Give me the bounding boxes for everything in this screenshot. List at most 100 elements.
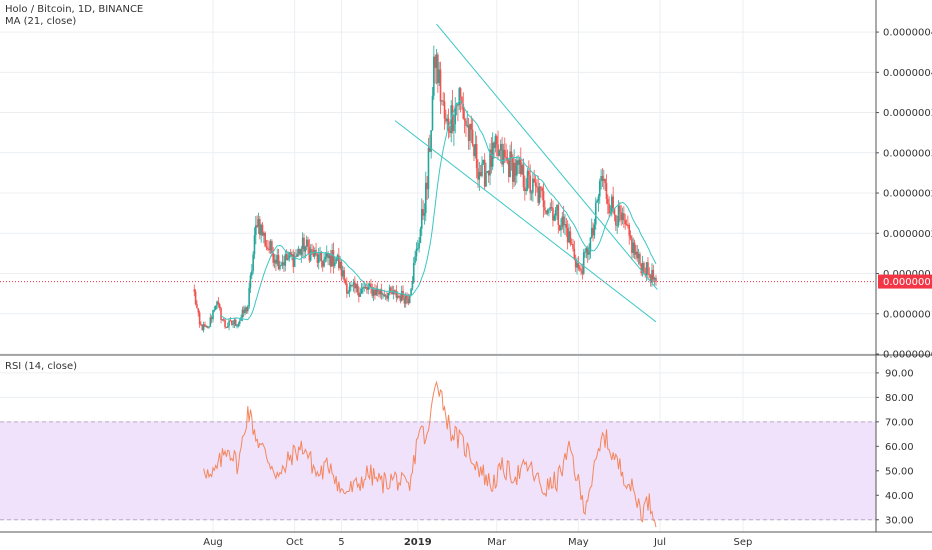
candle-body xyxy=(210,317,213,320)
candle-body xyxy=(526,170,529,190)
candle-body xyxy=(625,224,628,226)
candle-body xyxy=(343,270,345,281)
candle-body xyxy=(404,295,407,304)
candle-body xyxy=(645,262,648,276)
rsi-tick-label: 50.00 xyxy=(885,466,914,477)
candle-body xyxy=(628,224,631,236)
candle-body xyxy=(335,258,337,263)
candle-body xyxy=(197,308,200,313)
candle-body xyxy=(403,298,406,304)
rsi-tick-label: 30.00 xyxy=(885,515,914,526)
candle-body xyxy=(562,216,565,226)
candle-body xyxy=(395,290,398,298)
candle-body xyxy=(323,259,325,267)
candle-body xyxy=(442,100,444,102)
candle-body xyxy=(446,118,449,122)
candle-body xyxy=(438,69,440,84)
candle-body xyxy=(611,196,613,213)
candle-body xyxy=(454,106,457,125)
price-tick-label: 0.00000045 xyxy=(883,28,932,39)
candle-body xyxy=(301,237,304,250)
ma-line xyxy=(220,100,657,321)
candle-body xyxy=(229,320,232,322)
candle-body xyxy=(458,88,461,106)
candle-body xyxy=(586,247,589,255)
candle-body xyxy=(368,283,371,288)
candle-body xyxy=(537,187,540,203)
candle-body xyxy=(463,118,466,121)
candle-body xyxy=(556,205,558,210)
candle-body xyxy=(474,144,477,157)
candle-body xyxy=(499,143,502,151)
candle-body xyxy=(246,306,249,312)
candle-body xyxy=(204,324,206,327)
candle-body xyxy=(558,224,561,231)
candle-body xyxy=(268,249,271,251)
candle-body xyxy=(289,252,292,257)
candle-body xyxy=(487,171,490,176)
candle-body xyxy=(429,147,431,152)
trendline xyxy=(394,120,657,323)
candle-body xyxy=(619,205,621,213)
rsi-tick-label: 90.00 xyxy=(885,368,914,379)
candle-body xyxy=(194,291,197,305)
candle-body xyxy=(580,268,582,271)
candle-body xyxy=(420,209,423,229)
candle-body xyxy=(459,88,462,97)
axes xyxy=(0,0,932,533)
candle-body xyxy=(313,250,316,257)
candle-body xyxy=(317,254,320,263)
candle-body xyxy=(447,118,450,131)
candle-body xyxy=(208,326,210,328)
candle-body xyxy=(230,320,233,325)
candle-body xyxy=(277,255,280,270)
candle-body xyxy=(510,151,513,158)
rsi-legend-label: RSI (14, close) xyxy=(5,361,78,372)
candle-body xyxy=(350,284,352,287)
candle-body xyxy=(573,248,576,260)
candle-body xyxy=(237,323,240,326)
candle-body xyxy=(245,307,248,312)
candle-body xyxy=(536,186,538,188)
candle-body xyxy=(620,212,622,221)
candle-body xyxy=(647,262,649,274)
candle-body xyxy=(221,319,224,321)
candle-body xyxy=(585,247,588,252)
rsi-tick-label: 60.00 xyxy=(885,442,914,453)
candle-body xyxy=(327,252,329,259)
candle-body xyxy=(320,252,323,262)
rsi-line xyxy=(203,380,657,528)
candle-body xyxy=(577,263,580,269)
candle-body xyxy=(324,256,327,260)
candle-body xyxy=(600,176,602,181)
candle-body xyxy=(497,144,499,157)
candle-body xyxy=(300,249,303,255)
candle-body xyxy=(206,326,209,328)
rsi-band-lines xyxy=(0,421,876,521)
chart-title: Holo / Bitcoin, 1D, BINANCE xyxy=(5,4,144,15)
candle-body xyxy=(590,227,593,238)
candle-body xyxy=(376,288,379,293)
candle-body xyxy=(465,120,467,126)
candle-body xyxy=(319,252,321,255)
price-tick-label: 0.00000010 xyxy=(883,309,932,320)
candle-body xyxy=(462,104,465,119)
candle-body xyxy=(473,144,475,157)
candle-body xyxy=(362,287,364,290)
candle-body xyxy=(624,220,627,225)
candle-body xyxy=(593,224,596,236)
candle-body xyxy=(396,295,399,298)
candle-body xyxy=(490,149,493,167)
candle-body xyxy=(491,142,494,167)
candle-body xyxy=(244,307,246,313)
candle-body xyxy=(596,200,598,203)
candle-body xyxy=(312,250,315,257)
candle-body xyxy=(271,241,273,254)
candle-body xyxy=(509,151,511,177)
candle-body xyxy=(477,168,479,180)
candle-body xyxy=(217,301,220,305)
candle-body xyxy=(495,136,498,145)
candle-body xyxy=(383,294,386,297)
candle-body xyxy=(351,284,353,286)
candle-body xyxy=(479,171,482,177)
